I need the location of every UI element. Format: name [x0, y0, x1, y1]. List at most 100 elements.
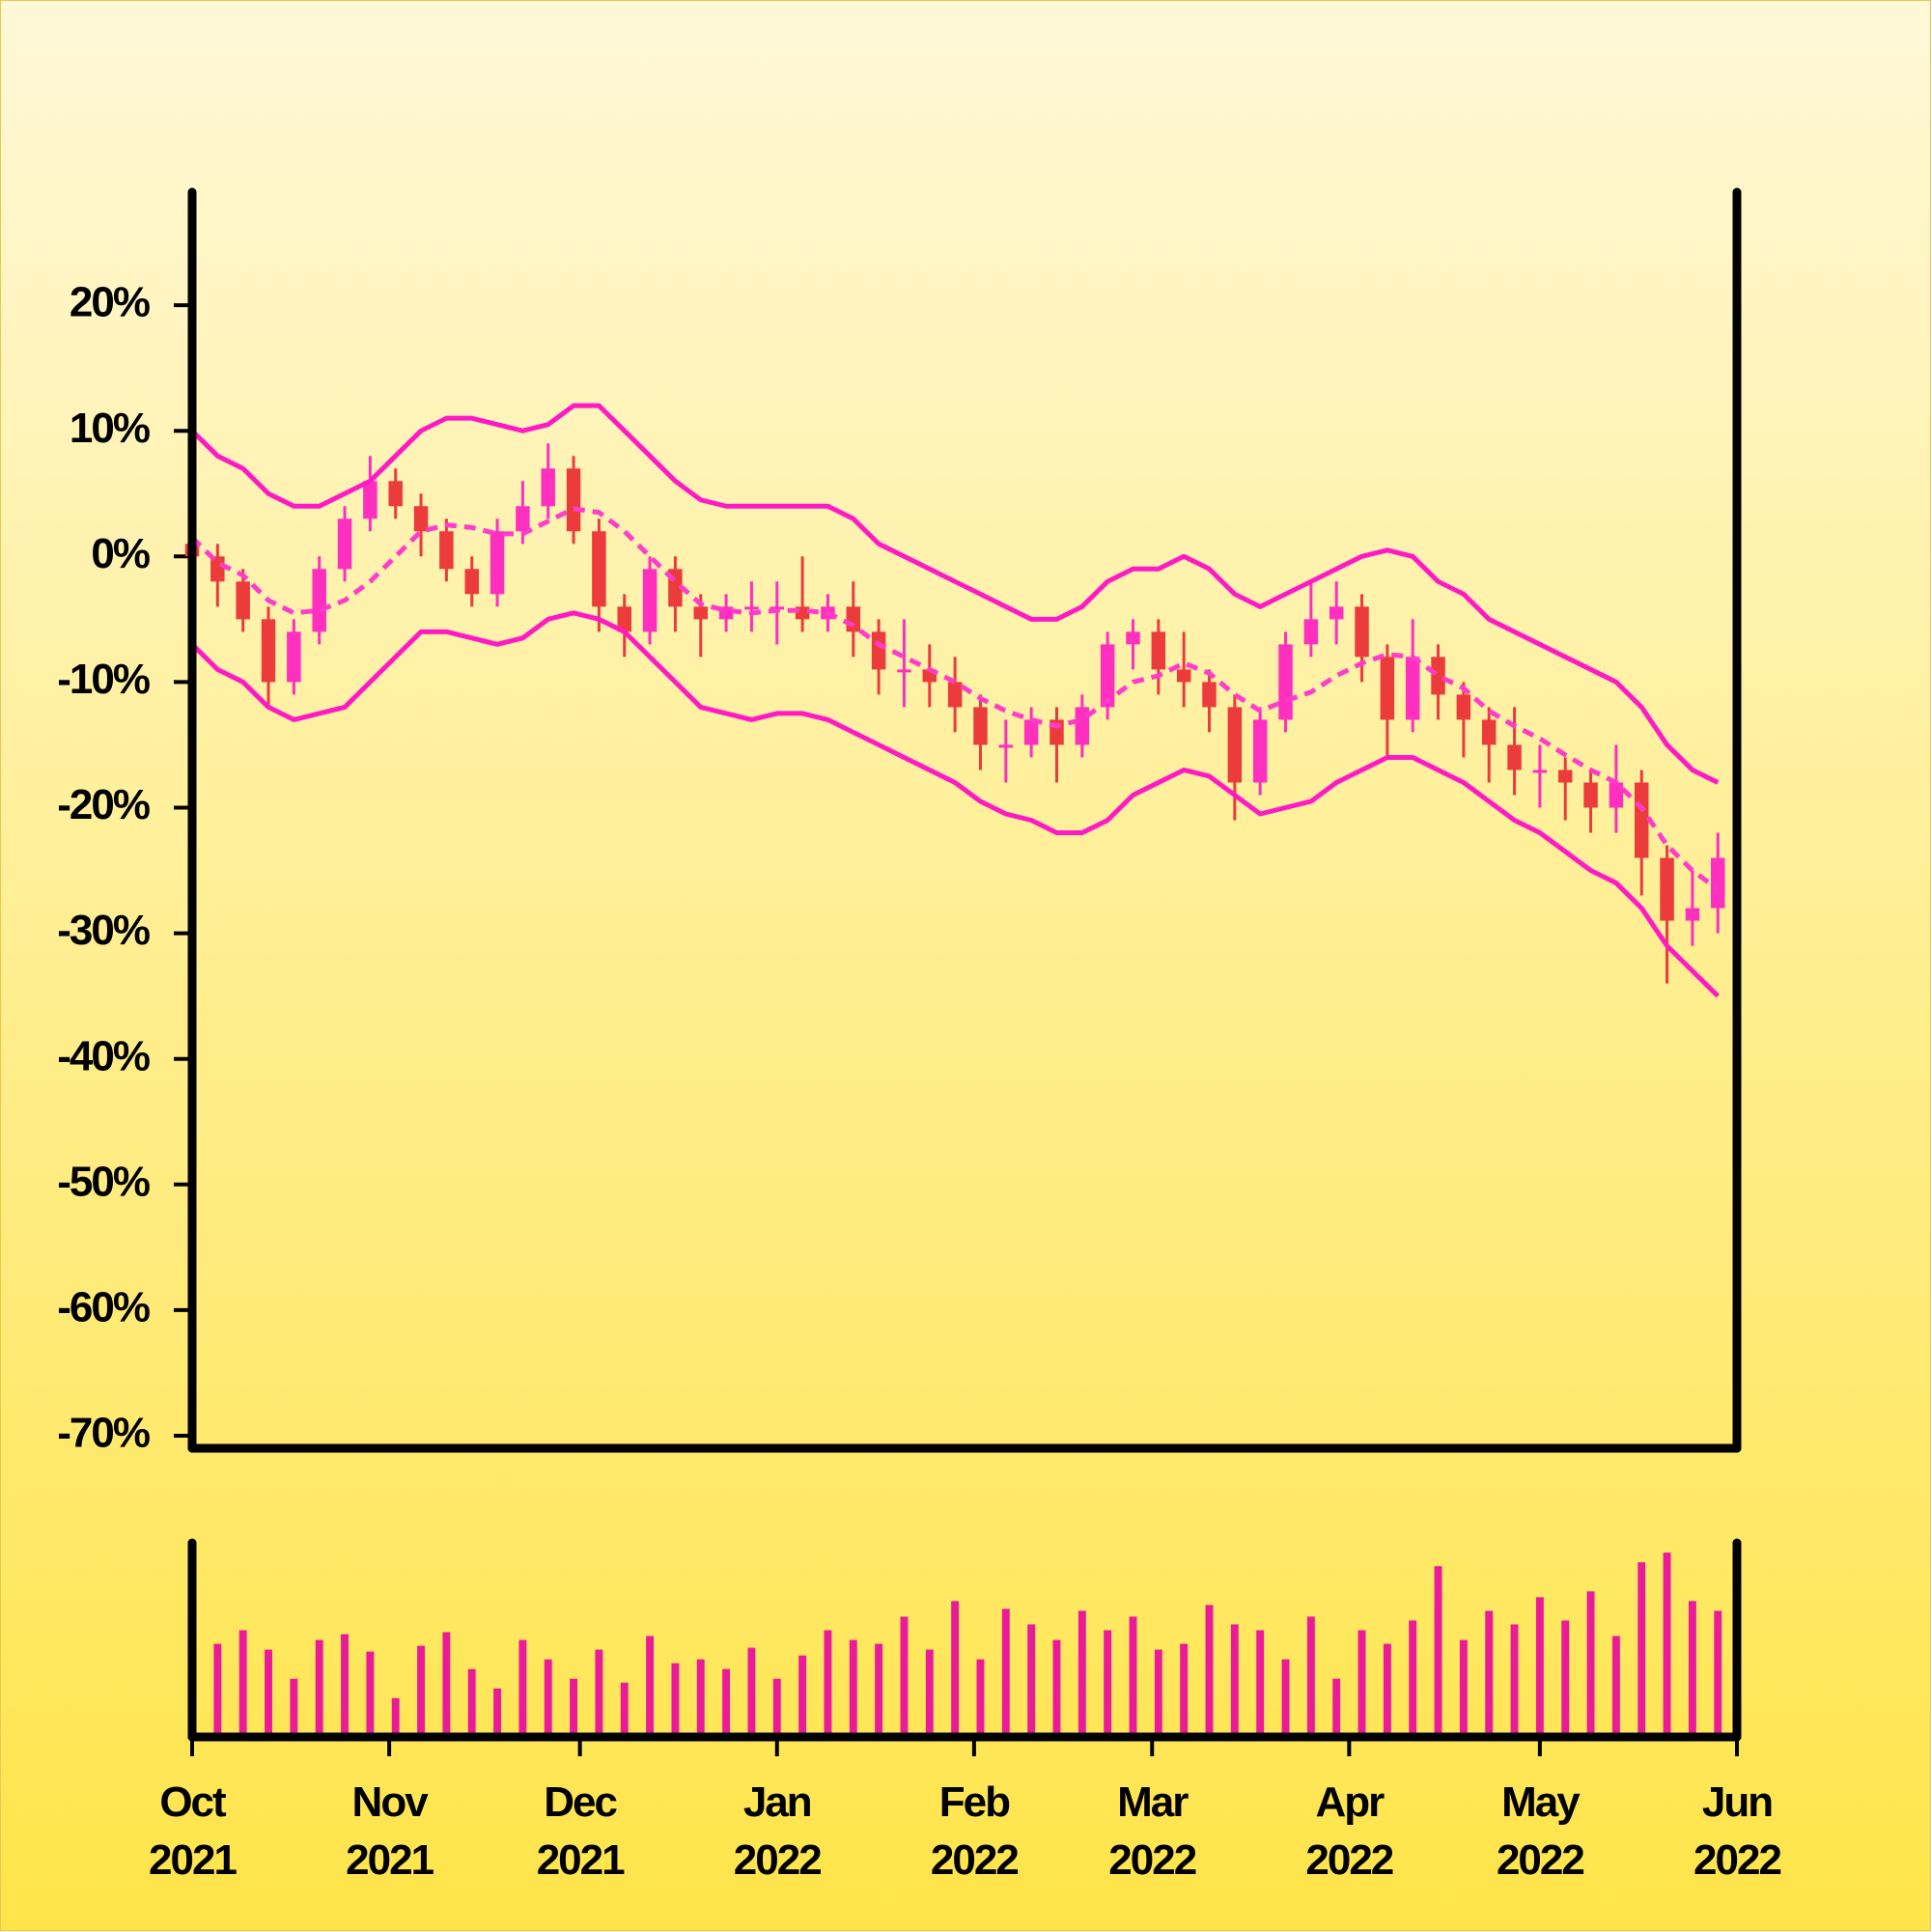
x-tick-label: Dec 2021 — [536, 1778, 626, 1884]
candle-body — [413, 506, 429, 532]
candle-body — [1126, 631, 1140, 645]
candle-body — [1023, 719, 1039, 745]
candle-body — [1202, 682, 1217, 708]
candle-body — [1431, 657, 1445, 695]
volume-bar — [1586, 1591, 1595, 1737]
volume-bar — [1306, 1616, 1315, 1737]
candle-body — [1278, 644, 1293, 720]
y-tick-label: -20% — [57, 781, 150, 828]
x-tick-label: Mar 2022 — [1108, 1778, 1197, 1884]
volume-bar — [1332, 1678, 1341, 1737]
volume-bar — [467, 1668, 476, 1737]
volume-bar — [772, 1678, 781, 1737]
volume-bar — [1688, 1601, 1696, 1737]
volume-bar — [1129, 1616, 1137, 1737]
y-tick-label: -70% — [57, 1410, 150, 1457]
volume-bar — [1052, 1639, 1061, 1737]
volume-bar — [1077, 1610, 1086, 1737]
volume-bar — [1637, 1562, 1646, 1737]
candle-body — [312, 569, 326, 632]
volume-bar — [849, 1639, 857, 1737]
candle-body — [1507, 744, 1522, 770]
volume-bar — [646, 1636, 655, 1737]
candle-body — [1685, 908, 1700, 921]
candle-body — [744, 606, 759, 610]
x-tick-label: Feb 2022 — [930, 1778, 1020, 1884]
volume-bar — [366, 1651, 375, 1737]
candle-body — [1227, 707, 1243, 783]
candle-body — [617, 606, 631, 632]
candle-body — [947, 682, 963, 708]
volume-bar — [1383, 1643, 1391, 1737]
volume-bar — [671, 1663, 680, 1737]
volume-bar — [1663, 1553, 1671, 1737]
candle-body — [236, 581, 250, 620]
volume-bar — [1281, 1659, 1290, 1737]
candle-body — [1151, 631, 1166, 670]
volume-bar — [238, 1630, 247, 1737]
price-panel: -70% -60% -50% -40% -30% -20% -10% 0% 10% 20% — [57, 279, 1725, 1457]
volume-bar — [875, 1643, 883, 1737]
volume-bar — [1459, 1639, 1468, 1737]
volume-bar — [798, 1655, 807, 1737]
candle-body — [1100, 644, 1115, 708]
y-tick-label: 10% — [70, 405, 150, 452]
volume-bar — [1357, 1630, 1366, 1737]
volume-bar — [1104, 1630, 1112, 1737]
volume-bar — [976, 1659, 985, 1737]
candle-body — [1557, 770, 1573, 783]
x-tick-label: Apr 2022 — [1305, 1778, 1394, 1884]
candle-body — [871, 631, 886, 670]
candle-body — [1176, 669, 1191, 683]
band-line — [190, 610, 1721, 998]
volume-bar — [1714, 1610, 1722, 1737]
volume-bar — [620, 1682, 629, 1737]
volume-bar — [1027, 1624, 1036, 1737]
volume-bar — [1001, 1609, 1010, 1737]
volume-bar — [265, 1649, 272, 1737]
axes — [187, 187, 1742, 1742]
volume-bar — [341, 1634, 349, 1737]
candle-body — [1711, 857, 1725, 909]
band-line — [190, 403, 1720, 785]
y-tick-label: -50% — [57, 1158, 150, 1205]
candle-body — [846, 606, 861, 632]
volume-bar — [747, 1647, 756, 1737]
candle-body — [566, 468, 581, 532]
candle-body — [1329, 606, 1344, 620]
volume-bar — [722, 1668, 731, 1737]
volume-bar — [391, 1697, 400, 1737]
candle-body — [1380, 657, 1395, 720]
volume-bar — [1409, 1620, 1417, 1737]
volume-bar — [544, 1659, 552, 1737]
volume-bar — [315, 1639, 323, 1737]
candle-body — [439, 531, 454, 570]
volume-bar — [1256, 1630, 1265, 1737]
candle-body — [1583, 782, 1598, 808]
volume-bar — [696, 1659, 705, 1737]
volume-bar — [570, 1678, 578, 1737]
candle-body — [1252, 719, 1268, 783]
x-tick-label: Nov 2021 — [346, 1778, 434, 1884]
y-tick-label: -60% — [57, 1284, 150, 1331]
volume-bar — [925, 1649, 934, 1737]
candle-body — [464, 569, 479, 595]
volume-bar — [1561, 1620, 1570, 1737]
volume-bar — [442, 1632, 451, 1737]
volume-bar — [518, 1639, 527, 1737]
volume-bar — [900, 1616, 909, 1737]
y-tick-label: 20% — [70, 279, 150, 326]
volume-bar — [493, 1688, 501, 1737]
y-tick-label: -10% — [57, 656, 150, 703]
candle-body — [337, 518, 352, 570]
candle-body — [973, 707, 988, 745]
candle-body — [1532, 770, 1548, 773]
candle-body — [693, 606, 708, 620]
candle-body — [1609, 782, 1624, 808]
y-tick-label: 0% — [91, 530, 149, 577]
volume-bar — [595, 1649, 603, 1737]
x-tick-label: May 2022 — [1496, 1778, 1585, 1884]
candle-body — [1481, 719, 1497, 745]
candle-body — [1456, 694, 1471, 720]
